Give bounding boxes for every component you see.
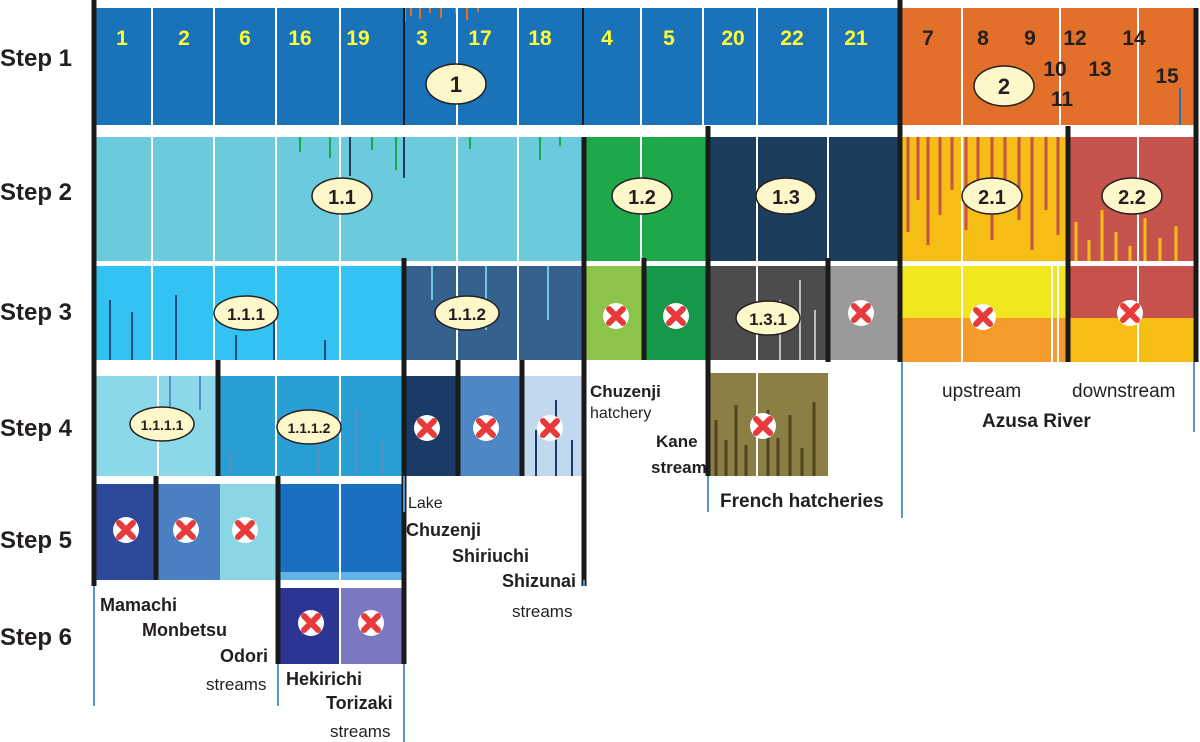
population-number: 15 [1155, 65, 1179, 88]
excluded-mark [232, 517, 258, 543]
site-label-kane: Kane [656, 432, 698, 451]
excluded-mark [603, 303, 629, 329]
population-number: 14 [1122, 27, 1146, 50]
population-number: 2 [178, 27, 190, 50]
cluster-label: 1.3 [772, 187, 800, 209]
excluded-mark [970, 304, 996, 330]
site-label-odori: Odori [220, 646, 268, 666]
population-number: 20 [721, 27, 744, 50]
population-number: 11 [1051, 88, 1074, 111]
cluster-label: 1.1.1 [227, 305, 265, 324]
admixture-noise-step2b [1074, 210, 1178, 261]
admixture-noise-step2 [906, 137, 1060, 250]
excluded-mark [750, 413, 776, 439]
cluster-label: 1.1.2 [448, 305, 486, 324]
site-label-lake-chuzenji: Chuzenji [406, 520, 481, 540]
population-dividers-step1 [151, 8, 1139, 125]
cluster-label: 1 [450, 72, 462, 97]
site-label-torizaki: Torizaki [326, 693, 393, 713]
admixture-noise-step4 [714, 402, 816, 476]
site-label-lake: Lake [408, 495, 443, 512]
leader-lines [93, 362, 1195, 742]
population-number: 12 [1063, 27, 1086, 50]
cluster-label-bubble [755, 177, 817, 215]
cluster-label-bubble [735, 300, 801, 336]
population-number: 5 [663, 27, 675, 50]
site-label-hekirichi: Hekirichi [286, 669, 362, 689]
population-number: 10 [1043, 58, 1066, 81]
population-number: 3 [416, 27, 428, 50]
cluster-label-bubble [434, 295, 500, 331]
admixture-noise-step2c [299, 137, 561, 170]
step-label: Step 6 [0, 624, 72, 651]
cluster-label-bubble [129, 406, 195, 442]
population-number: 17 [468, 27, 491, 50]
cluster-label: 1.2 [628, 187, 656, 209]
cluster-1-bar [94, 8, 900, 125]
step-label: Step 2 [0, 179, 72, 206]
step-label: Step 3 [0, 299, 72, 326]
excluded-mark [537, 415, 563, 441]
cluster-boundaries [91, 0, 1199, 664]
site-label-french-hatcheries: French hatcheries [720, 491, 884, 512]
population-dividers-step2 [151, 137, 1139, 261]
site-label-shiriuchi: Shiriuchi [452, 546, 529, 566]
excluded-mark [358, 610, 384, 636]
cluster-label-bubble [961, 177, 1023, 215]
excluded-mark [113, 517, 139, 543]
cluster-label: 2.1 [978, 187, 1006, 209]
site-label-streams: streams [512, 602, 572, 621]
cluster-label: 1.1 [328, 187, 356, 209]
population-number: 4 [601, 27, 613, 50]
population-number: 6 [239, 27, 251, 50]
population-number: 18 [528, 27, 552, 50]
cluster-label-bubble [213, 295, 279, 331]
site-label-kane-stream: stream [651, 458, 707, 477]
cluster-label: 1.1.1.1 [141, 417, 184, 433]
site-label-azusa-river: Azusa River [982, 411, 1091, 432]
cluster-label: 2 [998, 74, 1010, 99]
excluded-mark [848, 300, 874, 326]
population-number: 8 [977, 27, 989, 50]
cluster-label-bubble [611, 177, 673, 215]
excluded-mark [1117, 300, 1143, 326]
population-number: 22 [780, 27, 803, 50]
excluded-mark [663, 303, 689, 329]
excluded-mark [473, 415, 499, 441]
population-number: 1 [116, 27, 128, 50]
step-label: Step 4 [0, 415, 73, 442]
site-label-mamachi: Mamachi [100, 595, 177, 615]
excluded-mark [173, 517, 199, 543]
site-label-streams: streams [206, 675, 266, 694]
population-number: 9 [1024, 27, 1036, 50]
population-number: 13 [1088, 58, 1111, 81]
population-number: 19 [346, 27, 369, 50]
site-label-streams: streams [330, 722, 390, 741]
site-label-shizunai: Shizunai [502, 571, 576, 591]
excluded-mark [414, 415, 440, 441]
excluded-mark [298, 610, 324, 636]
site-label-hatchery: hatchery [590, 405, 651, 422]
site-label-chuzenji: Chuzenji [590, 382, 661, 401]
cluster-2-bar [900, 8, 1196, 125]
cluster-label: 1.3.1 [749, 310, 787, 329]
cluster-label: 2.2 [1118, 187, 1146, 209]
site-label-downstream: downstream [1072, 381, 1176, 402]
site-label-monbetsu: Monbetsu [142, 620, 227, 640]
population-number: 7 [922, 27, 934, 50]
cluster-label-bubble [425, 63, 487, 105]
site-label-upstream: upstream [942, 381, 1021, 402]
step-label: Step 1 [0, 45, 72, 72]
step-label: Step 5 [0, 527, 72, 554]
cluster-label-bubble [1101, 177, 1163, 215]
cluster-label-bubble [973, 65, 1035, 107]
population-number: 16 [288, 27, 311, 50]
cluster-label: 1.1.1.2 [288, 420, 331, 436]
cluster-label-bubble [311, 177, 373, 215]
population-number: 21 [844, 27, 868, 50]
cluster-label-bubble [276, 409, 342, 445]
admixture-noise-step3 [109, 295, 326, 360]
